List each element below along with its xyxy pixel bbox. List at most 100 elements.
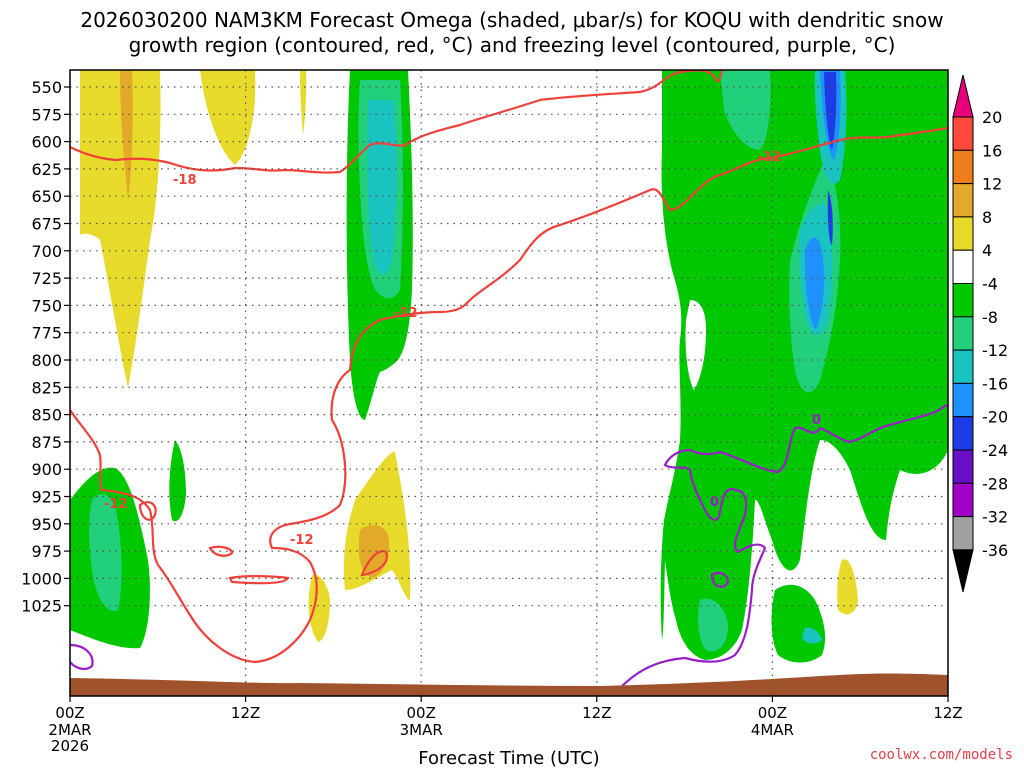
colorbar-label: -20 [982, 408, 1008, 427]
y-axis: 550 575 600 625 650 675 700 725 750 775 800 825 850 8… [21, 78, 70, 616]
omega-rise-region [824, 72, 837, 150]
colorbar-bin [952, 349, 974, 384]
omega-rise-region [804, 237, 824, 330]
x-tick-label: 12Z [933, 704, 962, 722]
colorbar-bin [952, 316, 974, 351]
colorbar-label: 16 [982, 141, 1002, 160]
omega-rise-region [720, 70, 771, 150]
x-tick-label: 00Z [407, 704, 436, 722]
chart-title-line-2: growth region (contoured, red, °C) and f… [129, 33, 896, 57]
freezing-level-contour [619, 403, 948, 689]
y-tick-label: 675 [31, 215, 62, 234]
x-axis-title: Forecast Time (UTC) [418, 748, 599, 768]
x-tick-date: 2MAR [48, 721, 91, 739]
colorbar-label: -4 [982, 275, 998, 294]
terrain-surface [70, 673, 948, 696]
colorbar-label: 12 [982, 175, 1002, 194]
omega-sink-region [837, 559, 858, 615]
omega-rise-region [802, 627, 822, 644]
contour-label-minus12: -12 [394, 306, 418, 321]
contour-label-freezing: 0 [710, 495, 719, 510]
y-tick-label: 650 [31, 187, 62, 206]
colorbar-label: -8 [982, 308, 998, 327]
colorbar-label: 20 [982, 108, 1002, 127]
y-tick-label: 1000 [21, 569, 62, 588]
colorbar-label: 8 [982, 208, 992, 227]
colorbar-bin [952, 249, 974, 284]
colorbar-label: -24 [982, 441, 1008, 460]
colorbar: 20 16 12 8 4 -4 -8 -12 -16 -20 -24 -28 -32 -36 [952, 74, 1008, 593]
dgz-isotherm-minus12 [228, 575, 290, 585]
colorbar-label: -16 [982, 374, 1008, 393]
colorbar-cap-bottom [952, 549, 974, 593]
omega-sink-region [200, 70, 256, 165]
colorbar-bin [952, 416, 974, 451]
y-tick-label: 825 [31, 378, 62, 397]
x-tick-label: 12Z [231, 704, 260, 722]
omega-rise-region [685, 300, 706, 390]
y-tick-label: 550 [31, 78, 62, 97]
omega-sink-region [80, 70, 161, 388]
chart-title-line-1: 2026030200 NAM3KM Forecast Omega (shaded… [80, 8, 943, 32]
colorbar-bin [952, 283, 974, 318]
colorbar-label: 4 [982, 241, 992, 260]
contour-label-minus12: -12 [758, 150, 782, 165]
y-tick-label: 775 [31, 324, 62, 343]
colorbar-label: -32 [982, 508, 1008, 527]
colorbar-label: -12 [982, 341, 1008, 360]
dgz-isotherm-minus18 [70, 70, 724, 174]
colorbar-bin [952, 116, 974, 151]
dgz-isotherm-minus12 [208, 545, 234, 557]
colorbar-bin [952, 382, 974, 418]
omega-rise-region [169, 440, 186, 522]
omega-sink-region [300, 70, 307, 135]
contour-label-minus12: -12 [104, 497, 128, 512]
y-tick-label: 750 [31, 296, 62, 315]
colorbar-label: -28 [982, 474, 1008, 493]
freezing-level-contour [70, 643, 94, 671]
y-tick-label: 700 [31, 242, 62, 261]
colorbar-bin [952, 449, 974, 484]
x-tick-date: 3MAR [400, 721, 443, 739]
omega-sink-region [308, 574, 330, 642]
y-tick-label: 925 [31, 488, 62, 507]
colorbar-bin [952, 216, 974, 251]
dgz-isotherm-minus12 [138, 501, 157, 521]
contour-label-freezing: 0 [812, 413, 821, 428]
y-tick-label: 850 [31, 406, 62, 425]
colorbar-bin [952, 149, 974, 185]
credit-text[interactable]: coolwx.com/models [870, 747, 1013, 763]
dgz-isotherm-minus12 [70, 126, 948, 664]
y-tick-label: 950 [31, 515, 62, 534]
plot-frame [69, 69, 949, 697]
y-tick-label: 800 [31, 351, 62, 370]
y-tick-label: 625 [31, 160, 62, 179]
omega-sink-region [120, 70, 133, 200]
colorbar-cap-top [952, 74, 974, 118]
x-tick-date: 4MAR [751, 721, 794, 739]
x-tick-label: 00Z [758, 704, 787, 722]
colorbar-label: -36 [982, 541, 1008, 560]
y-tick-label: 875 [31, 433, 62, 452]
colorbar-bin [952, 516, 974, 551]
y-tick-label: 900 [31, 460, 62, 479]
x-tick-label: 12Z [582, 704, 611, 722]
omega-rise-region [827, 190, 833, 245]
grid-lines [70, 70, 948, 696]
contour-label-minus18: -18 [173, 173, 197, 188]
x-tick-label: 00Z [55, 704, 84, 722]
colorbar-bin [952, 183, 974, 218]
dgz-isotherm-minus12 [360, 550, 388, 577]
y-tick-label: 600 [31, 133, 62, 152]
omega-rise-region [698, 598, 728, 652]
x-tick-year: 2026 [51, 737, 89, 755]
colorbar-bin [952, 482, 974, 518]
y-tick-label: 575 [31, 105, 62, 124]
y-tick-label: 1025 [21, 597, 62, 616]
freezing-level-contour [710, 571, 730, 588]
y-tick-label: 725 [31, 269, 62, 288]
contour-label-minus12: -12 [290, 533, 314, 548]
y-tick-label: 975 [31, 542, 62, 561]
